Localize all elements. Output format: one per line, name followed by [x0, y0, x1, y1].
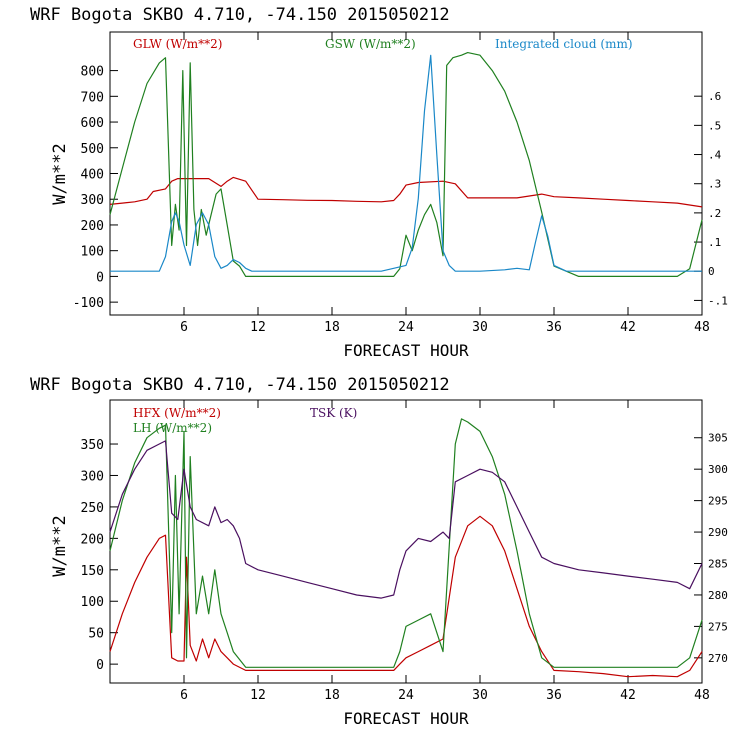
panel2-y-tick-label: 100 — [81, 595, 104, 610]
panel2-y-tick-label: 350 — [81, 438, 104, 453]
panel1-legend-glw: GLW (W/m**2) — [133, 37, 222, 51]
panel1-x-tick-label: 36 — [546, 320, 562, 335]
panel1-x-tick-label: 12 — [250, 320, 266, 335]
panel1-x-tick-label: 30 — [472, 320, 488, 335]
panel1-y-tick-label: 500 — [81, 142, 104, 157]
panel1-y-tick-label: 200 — [81, 219, 104, 234]
panel2-right-tick-label: 295 — [708, 495, 728, 508]
panel1-y-axis-label: W/m**2 — [50, 143, 70, 204]
panel2-x-tick-label: 36 — [546, 688, 562, 703]
panel2-right-tick-label: 290 — [708, 526, 728, 539]
panel2-y-tick-label: 0 — [96, 658, 104, 673]
panel2-x-axis-label: FORECAST HOUR — [343, 709, 469, 728]
panel2-right-tick-label: 305 — [708, 432, 728, 445]
panel1-right-tick-label: .6 — [708, 90, 721, 103]
panel2-y-tick-label: 150 — [81, 564, 104, 579]
panel2-x-tick-label: 6 — [180, 688, 188, 703]
radiation-panel: WRF Bogota SKBO 4.710, -74.150 201505021… — [30, 5, 728, 360]
panel1-x-axis-label: FORECAST HOUR — [343, 341, 469, 360]
panel1-x-tick-label: 6 — [180, 320, 188, 335]
panel1-right-tick-label: .2 — [708, 207, 721, 220]
panel1-y-tick-label: 100 — [81, 245, 104, 260]
panel2-legend-tsk: TSK (K) — [310, 406, 357, 420]
panel2-legend-lh: LH (W/m**2) — [133, 421, 212, 435]
panel1-legend-cloud: Integrated cloud (mm) — [495, 37, 633, 51]
panel2-x-tick-label: 30 — [472, 688, 488, 703]
panel2-right-tick-label: 300 — [708, 463, 728, 476]
panel1-marks: 6 12 18 24 30 36 42 48 800 700 600 500 400 300 200 100 0… — [73, 32, 728, 335]
panel2-title: WRF Bogota SKBO 4.710, -74.150 201505021… — [30, 375, 450, 395]
panel1-x-tick-label: 24 — [398, 320, 414, 335]
panel1-y-tick-label: 300 — [81, 193, 104, 208]
panel2-x-tick-label: 12 — [250, 688, 266, 703]
panel1-right-tick-label: 0 — [708, 265, 715, 278]
panel1-legend-gsw: GSW (W/m**2) — [325, 37, 416, 51]
panel1-y-tick-label: 600 — [81, 116, 104, 131]
panel2-legend-hfx: HFX (W/m**2) — [133, 406, 221, 420]
panel1-series-2-line — [110, 54, 702, 272]
panel1-right-tick-label: .5 — [708, 119, 721, 132]
panel1-right-tick-label: .4 — [708, 149, 722, 162]
panel1-right-tick-label: -.1 — [708, 294, 728, 307]
panel2-x-tick-label: 48 — [694, 688, 710, 703]
panel2-x-tick-label: 24 — [398, 688, 414, 703]
panel1-y-tick-label: 700 — [81, 90, 104, 105]
panel2-right-tick-label: 280 — [708, 589, 728, 602]
panel2-x-tick-label: 18 — [324, 688, 340, 703]
panel1-y-tick-label: -100 — [73, 296, 104, 311]
panel2-right-tick-label: 285 — [708, 558, 728, 571]
panel2-y-tick-label: 250 — [81, 501, 104, 516]
panel1-right-tick-label: .1 — [708, 236, 721, 249]
panel1-x-tick-label: 48 — [694, 320, 710, 335]
panel1-y-tick-label: 0 — [96, 270, 104, 285]
panel1-y-tick-label: 400 — [81, 168, 104, 183]
panel2-series-0-line — [109, 515, 703, 678]
panel2-y-tick-label: 200 — [81, 532, 104, 547]
panel2-y-tick-label: 50 — [88, 627, 104, 642]
panel1-title: WRF Bogota SKBO 4.710, -74.150 201505021… — [30, 5, 450, 25]
panel1-right-tick-label: .3 — [708, 178, 721, 191]
panel1-series-0-line — [109, 176, 703, 208]
flux-panel: WRF Bogota SKBO 4.710, -74.150 201505021… — [30, 375, 728, 728]
panel1-plot-frame — [109, 31, 703, 316]
panel2-plot-frame — [109, 399, 703, 684]
panel1-series-1-line — [109, 51, 703, 277]
panel2-y-axis-label: W/m**2 — [50, 515, 70, 576]
panel2-marks: 6 12 18 24 30 36 42 48 350 300 250 200 150 100 50 0 305 3… — [81, 400, 728, 703]
panel2-right-tick-label: 270 — [708, 652, 728, 665]
panel2-series-2-line — [109, 440, 703, 599]
panel2-series-1-line — [109, 418, 703, 668]
panel1-y-tick-label: 800 — [81, 65, 104, 80]
panel2-y-tick-label: 300 — [81, 469, 104, 484]
panel1-x-tick-label: 42 — [620, 320, 636, 335]
panel1-x-tick-label: 18 — [324, 320, 340, 335]
panel2-x-tick-label: 42 — [620, 688, 636, 703]
panel2-right-tick-label: 275 — [708, 620, 728, 633]
